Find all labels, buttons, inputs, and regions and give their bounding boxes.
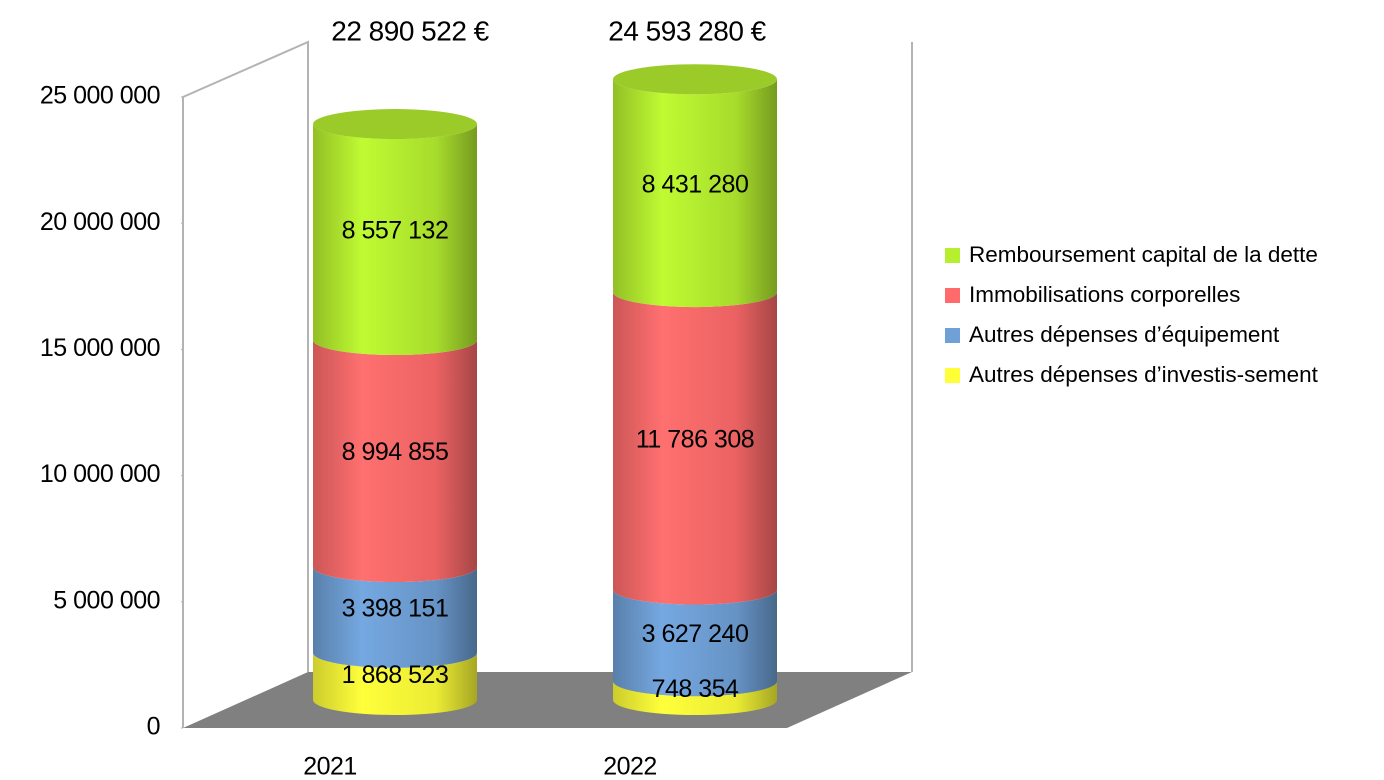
y-tick-label: 0: [147, 713, 160, 741]
data-label: 1 868 523: [342, 661, 449, 689]
legend-label: Autres dépenses d’équipement: [969, 322, 1280, 347]
bar-segment: [613, 589, 777, 697]
data-label: 11 786 308: [636, 425, 754, 453]
bar-segment: [613, 292, 777, 605]
legend-item: Autres dépenses d’investis-sement: [945, 358, 1355, 391]
y-tick-label: 10 000 000: [40, 460, 160, 488]
legend: Remboursement capital de la dette Immobil…: [945, 238, 1355, 398]
bar-segment: [613, 79, 777, 308]
legend-item: Autres dépenses d’équipement: [945, 318, 1355, 351]
floor: [183, 672, 912, 728]
bar-top: [313, 109, 477, 140]
total-label: 22 890 522 €: [331, 15, 489, 46]
legend-label: Autres dépenses d’investis-sement: [969, 362, 1318, 387]
data-label: 8 431 280: [642, 170, 749, 198]
data-label: 3 627 240: [642, 620, 749, 648]
legend-swatch: [945, 288, 960, 303]
y-tick-label: 5 000 000: [53, 586, 160, 614]
legend-item: Immobilisations corporelles: [945, 278, 1355, 311]
x-tick-label: 2021: [303, 753, 357, 780]
legend-swatch: [945, 368, 960, 383]
y-tick-label: 25 000 000: [40, 82, 160, 110]
bar-top: [613, 64, 777, 95]
legend-label: Immobilisations corporelles: [969, 282, 1241, 307]
x-tick-label: 2022: [603, 753, 657, 780]
y-tick-label: 20 000 000: [40, 208, 160, 236]
data-label: 8 994 855: [342, 438, 449, 466]
data-label: 8 557 132: [342, 217, 449, 245]
y-tick-label: 15 000 000: [40, 334, 160, 362]
legend-label: Remboursement capital de la dette: [969, 242, 1318, 267]
bar-segment: [613, 681, 777, 715]
left-wall: [182, 40, 309, 728]
legend-swatch: [945, 328, 960, 343]
data-label: 3 398 151: [342, 595, 449, 623]
legend-item: Remboursement capital de la dette: [945, 238, 1355, 271]
data-label: 748 354: [652, 675, 739, 703]
bar-segment: [313, 652, 477, 715]
bar-segment: [313, 567, 477, 668]
total-label: 24 593 280 €: [608, 15, 766, 46]
legend-swatch: [945, 248, 960, 263]
bar-segment: [313, 340, 477, 583]
bar-segment: [313, 124, 477, 356]
